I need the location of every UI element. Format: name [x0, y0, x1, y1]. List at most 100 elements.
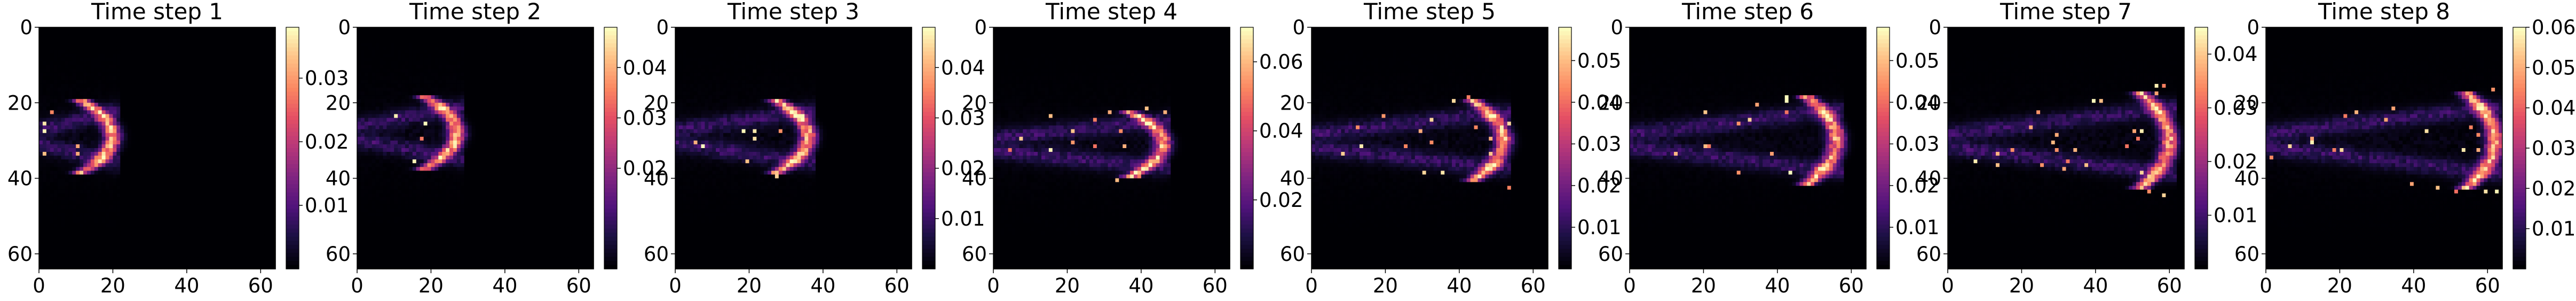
heatmap-cell [224, 200, 228, 205]
heatmap-cell [53, 182, 58, 187]
heatmap-cell [65, 220, 69, 224]
heatmap-cell [68, 83, 73, 88]
heatmap-cell [76, 53, 80, 58]
heatmap-cell [272, 91, 276, 96]
heatmap-cell [76, 57, 80, 62]
heatmap-cell [176, 38, 180, 43]
heatmap-cell [42, 103, 47, 107]
heatmap-cell [146, 114, 151, 119]
heatmap-cell [453, 31, 457, 35]
heatmap-cell [142, 253, 147, 258]
heatmap-cell [39, 121, 43, 126]
heatmap-cell [142, 231, 147, 236]
plot-frame [38, 27, 276, 269]
heatmap-cell [149, 106, 154, 111]
heatmap-cell [113, 99, 117, 103]
heatmap-cell [76, 99, 80, 103]
heatmap-cell [42, 265, 47, 269]
heatmap-cell [128, 61, 132, 66]
heatmap-cell [408, 72, 413, 77]
heatmap-cell [249, 83, 254, 88]
heatmap-cell [83, 106, 88, 111]
heatmap-cell [586, 46, 590, 50]
heatmap-cell [272, 133, 276, 137]
heatmap-cell [168, 76, 172, 81]
heatmap-cell [468, 68, 472, 73]
heatmap-cell [135, 38, 139, 43]
heatmap-cell [105, 83, 110, 88]
heatmap-cell [220, 27, 224, 32]
heatmap-cell [220, 238, 224, 243]
heatmap-cell [128, 227, 132, 231]
heatmap-cell [224, 95, 228, 99]
heatmap-cell [113, 212, 117, 217]
heatmap-cell [197, 118, 202, 122]
heatmap-cell [80, 35, 84, 39]
heatmap-cell [586, 68, 590, 73]
heatmap-cell [65, 31, 69, 35]
heatmap-cell [264, 118, 268, 122]
heatmap-cell [61, 261, 66, 266]
heatmap-cell [116, 257, 121, 262]
heatmap-cell [209, 220, 213, 224]
heatmap-cell [113, 197, 117, 202]
heatmap-cell [190, 61, 195, 66]
heatmap-cell [135, 174, 139, 179]
heatmap-cell [260, 212, 265, 217]
heatmap-cell [257, 95, 261, 99]
heatmap-cell [179, 174, 184, 179]
heatmap-cell [172, 57, 176, 62]
heatmap-cell [249, 35, 254, 39]
heatmap-cell [138, 27, 143, 32]
heatmap-cell [586, 57, 590, 62]
heatmap-cell [242, 106, 247, 111]
heatmap-cell [168, 110, 172, 115]
heatmap-cell [212, 171, 217, 175]
heatmap-cell [501, 38, 505, 43]
heatmap-cell [416, 65, 421, 70]
heatmap-cell [186, 65, 191, 70]
heatmap-cell [260, 99, 265, 103]
heatmap-cell [227, 246, 232, 251]
heatmap-cell [86, 61, 91, 66]
heatmap-cell [186, 261, 191, 266]
heatmap-cell [53, 38, 58, 43]
heatmap-cell [260, 46, 265, 50]
heatmap-cell [57, 200, 62, 205]
heatmap-cell [246, 261, 250, 266]
heatmap-cell [176, 159, 180, 164]
heatmap-cell [176, 200, 180, 205]
heatmap-cell [135, 167, 139, 171]
heatmap-cell [98, 129, 102, 134]
heatmap-cell [268, 235, 272, 240]
heatmap-cell [383, 27, 387, 32]
heatmap-cell [168, 212, 172, 217]
heatmap-cell [190, 46, 195, 50]
heatmap-cell [205, 163, 209, 167]
heatmap-cell [94, 257, 99, 262]
heatmap-cell [128, 216, 132, 220]
heatmap-cell [124, 50, 128, 55]
heatmap-cell [68, 178, 73, 183]
heatmap-cell [253, 95, 257, 99]
heatmap-cell [549, 53, 554, 58]
heatmap-cell [201, 72, 206, 77]
heatmap-cell [116, 27, 121, 32]
heatmap-cell [161, 257, 165, 262]
heatmap-cell [83, 178, 88, 183]
heatmap-cell [519, 50, 524, 55]
heatmap-cell [109, 167, 114, 171]
heatmap-cell [212, 136, 217, 141]
heatmap-cell [590, 68, 594, 73]
heatmap-cell [272, 27, 276, 32]
heatmap-cell [135, 80, 139, 84]
heatmap-cell [57, 118, 62, 122]
heatmap-cell [39, 193, 43, 198]
heatmap-cell [209, 246, 213, 251]
heatmap-cell [205, 212, 209, 217]
heatmap-cell [57, 261, 62, 266]
heatmap-cell [179, 27, 184, 32]
heatmap-cell [527, 65, 531, 70]
heatmap-cell [227, 204, 232, 209]
heatmap-cell [527, 42, 531, 47]
